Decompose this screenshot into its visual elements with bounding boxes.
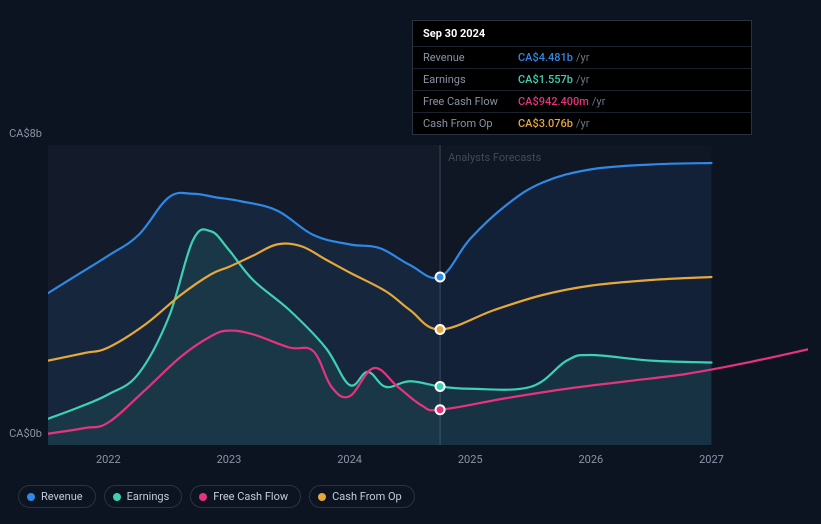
current-marker-revenue	[435, 272, 446, 283]
legend-label: Free Cash Flow	[213, 490, 288, 503]
x-axis-label: 2024	[330, 453, 370, 466]
tooltip-date: Sep 30 2024	[413, 21, 751, 46]
legend-item[interactable]: Revenue	[18, 485, 96, 508]
legend-label: Earnings	[127, 490, 170, 503]
x-axis-label: 2026	[571, 453, 611, 466]
y-axis-label: CA$8b	[2, 127, 42, 140]
x-axis-label: 2025	[450, 453, 490, 466]
legend-item[interactable]: Earnings	[104, 485, 183, 508]
x-axis-label: 2023	[209, 453, 249, 466]
tooltip-row-value: CA$1.557b	[518, 73, 573, 86]
x-axis-label: 2027	[691, 453, 731, 466]
current-marker-cfo	[435, 324, 446, 335]
legend-label: Revenue	[41, 490, 83, 503]
y-axis-label: CA$0b	[2, 427, 42, 440]
tooltip-row-unit: /yr	[592, 95, 605, 108]
tooltip-row-unit: /yr	[576, 73, 589, 86]
current-marker-fcf	[435, 404, 446, 415]
financials-chart: CA$8b CA$0b Past Analysts Forecasts 2022…	[0, 0, 821, 524]
tooltip-row: RevenueCA$4.481b/yr	[413, 46, 751, 68]
tooltip-row-value: CA$942.400m	[518, 95, 589, 108]
chart-legend: Revenue Earnings Free Cash Flow Cash From O…	[18, 485, 415, 508]
chart-plot-area[interactable]	[48, 145, 808, 445]
legend-item[interactable]: Free Cash Flow	[190, 485, 301, 508]
x-axis-label: 2022	[88, 453, 128, 466]
legend-dot-icon	[27, 493, 35, 501]
legend-dot-icon	[113, 493, 121, 501]
tooltip-row-value: CA$3.076b	[518, 117, 573, 130]
tooltip-row: Cash From OpCA$3.076b/yr	[413, 112, 751, 134]
tooltip-row-unit: /yr	[576, 117, 589, 130]
tooltip-row-label: Earnings	[423, 73, 518, 86]
legend-label: Cash From Op	[332, 490, 402, 503]
tooltip-row: Free Cash FlowCA$942.400m/yr	[413, 90, 751, 112]
legend-dot-icon	[199, 493, 207, 501]
chart-tooltip: Sep 30 2024 RevenueCA$4.481b/yrEarningsC…	[412, 20, 752, 135]
tooltip-row-unit: /yr	[576, 51, 589, 64]
tooltip-row-label: Revenue	[423, 51, 518, 64]
tooltip-row-value: CA$4.481b	[518, 51, 573, 64]
tooltip-row-label: Free Cash Flow	[423, 95, 518, 108]
legend-item[interactable]: Cash From Op	[309, 485, 415, 508]
tooltip-row-label: Cash From Op	[423, 117, 518, 130]
legend-dot-icon	[318, 493, 326, 501]
current-marker-earnings	[435, 381, 446, 392]
tooltip-row: EarningsCA$1.557b/yr	[413, 68, 751, 90]
